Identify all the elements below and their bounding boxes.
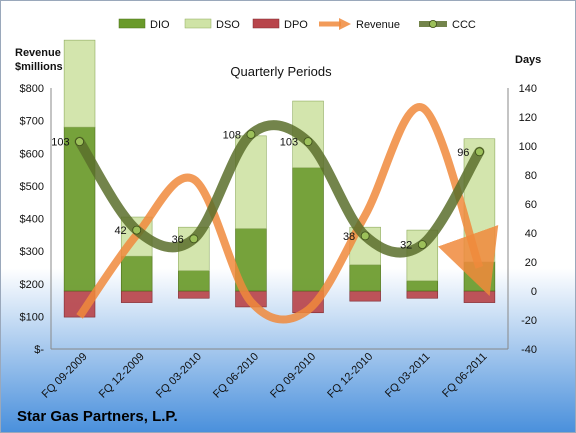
ccc-point	[303, 137, 313, 147]
ccc-data-label: 108	[223, 129, 241, 141]
ccc-data-label: 32	[400, 240, 412, 252]
bar-dso	[63, 39, 96, 128]
legend: DIO DSO DPO Revenue CCC	[118, 18, 476, 31]
bar-dio	[406, 280, 439, 292]
right-axis-tick-label: 120	[519, 112, 537, 124]
line-series	[74, 103, 499, 324]
left-axis-tick-label: $700	[20, 116, 44, 128]
bar-dio	[292, 167, 324, 292]
left-axis-title-line1: Revenue	[15, 47, 61, 59]
left-axis-tick-label: $100	[20, 311, 44, 323]
left-axis-tick-label: $-	[34, 344, 44, 356]
right-axis-tick-label: 40	[525, 228, 537, 240]
bar-dpo	[178, 290, 210, 299]
ccc-data-labels: 103 42 36 108 103 38 32 96	[51, 129, 469, 251]
ccc-point	[360, 231, 370, 241]
bar-dpo	[406, 290, 439, 299]
right-axis: -40 -20 0 20 40 60 80 100 120 140	[519, 83, 537, 356]
right-axis-tick-label: 60	[525, 199, 537, 211]
chart-title: Quarterly Periods	[230, 64, 332, 79]
ccc-point	[132, 225, 142, 235]
bar-dpo	[120, 290, 153, 303]
legend-label-dso: DSO	[216, 19, 240, 31]
left-axis-tick-label: $600	[20, 148, 44, 160]
revenue-line	[76, 103, 499, 324]
right-axis-tick-label: 140	[519, 83, 537, 95]
ccc-point	[189, 234, 199, 244]
legend-swatch-revenue	[319, 18, 351, 30]
legend-label-dio: DIO	[150, 19, 170, 31]
left-axis-tick-label: $500	[20, 181, 44, 193]
right-axis-tick-label: 100	[519, 141, 537, 153]
ccc-data-label: 103	[51, 137, 69, 149]
legend-swatch-dso	[184, 18, 212, 29]
right-axis-tick-label: -40	[521, 344, 537, 356]
left-axis-tick-label: $400	[20, 214, 44, 226]
ccc-point	[475, 147, 484, 157]
ccc-data-label: 38	[343, 231, 355, 243]
left-axis-tick-label: $300	[20, 246, 44, 258]
left-axis-tick-label: $800	[20, 83, 44, 95]
bar-dpo	[349, 290, 381, 302]
legend-swatch-dio	[118, 18, 146, 29]
bar-dio	[120, 255, 153, 292]
right-axis-tick-label: 80	[525, 170, 537, 182]
legend-swatch-ccc	[419, 19, 447, 28]
right-axis-tick-label: 20	[525, 257, 537, 269]
ccc-point	[246, 129, 256, 139]
ccc-point	[75, 137, 84, 147]
legend-label-dpo: DPO	[284, 19, 308, 31]
left-axis: $- $100 $200 $300 $400 $500 $600 $700 $800	[20, 83, 45, 356]
legend-label-ccc: CCC	[452, 19, 476, 31]
left-axis-tick-label: $200	[20, 279, 44, 291]
ccc-data-label: 42	[114, 225, 126, 237]
bar-dio	[178, 270, 210, 292]
ccc-data-label: 96	[457, 147, 469, 159]
ccc-data-label: 103	[280, 137, 298, 149]
right-axis-title: Days	[515, 54, 541, 66]
legend-swatch-dpo	[252, 18, 280, 29]
ccc-point	[417, 240, 427, 250]
left-axis-title-line2: $millions	[15, 61, 63, 73]
right-axis-tick-label: -20	[521, 315, 537, 327]
bar-dio	[349, 264, 381, 292]
ccc-data-label: 36	[172, 234, 184, 246]
right-axis-tick-label: 0	[531, 286, 537, 298]
company-name: Star Gas Partners, L.P.	[17, 408, 178, 425]
legend-label-revenue: Revenue	[356, 19, 400, 31]
bar-dpo	[463, 290, 496, 303]
